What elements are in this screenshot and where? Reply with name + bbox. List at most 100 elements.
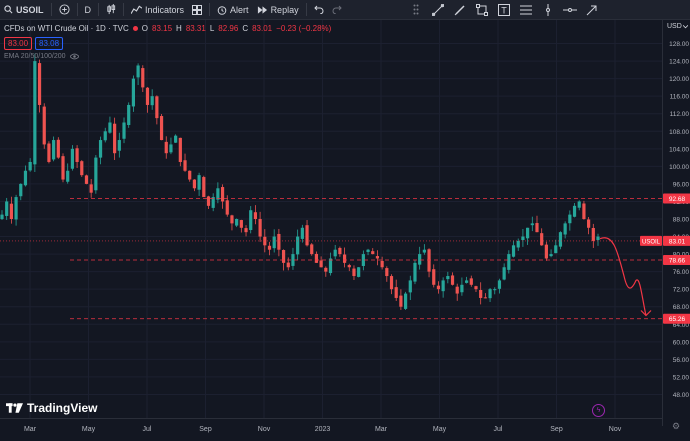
- buy-button[interactable]: 83.08: [35, 37, 64, 50]
- candle-body: [394, 287, 398, 298]
- vertical-line-icon: [546, 3, 550, 16]
- price-tick-label: 100.00: [669, 164, 689, 171]
- candle-body: [446, 276, 450, 280]
- chart-type-button[interactable]: [102, 0, 120, 19]
- candle-body: [220, 187, 225, 202]
- alert-label: Alert: [230, 4, 249, 15]
- redo-button[interactable]: [328, 0, 346, 19]
- candle-body: [375, 256, 380, 259]
- candle-body: [413, 262, 417, 282]
- alert-button[interactable]: Alert: [213, 0, 253, 19]
- time-tick-label: Jul: [494, 426, 503, 433]
- eye-icon[interactable]: [69, 53, 79, 60]
- price-tick-label: 60.00: [673, 339, 690, 346]
- candle-body: [535, 223, 539, 233]
- interval-button[interactable]: D: [81, 0, 96, 19]
- candle-body: [117, 140, 121, 151]
- candle-body: [70, 148, 74, 169]
- price-axis[interactable]: 128.00 124.00 120.00 116.00 112.00 108.00 104.…: [662, 20, 690, 426]
- candle-body: [169, 144, 173, 153]
- close-key: C: [242, 24, 249, 33]
- candle-body: [230, 215, 234, 224]
- candle-body: [380, 260, 384, 268]
- candle-body: [483, 297, 487, 299]
- text-tool[interactable]: T: [493, 0, 515, 19]
- drag-handle[interactable]: [405, 0, 427, 19]
- currency-selector[interactable]: USD: [667, 23, 688, 30]
- undo-button[interactable]: [310, 0, 328, 19]
- candle-body: [408, 280, 412, 293]
- price-chart[interactable]: USOIL: [0, 20, 662, 418]
- candle-body: [42, 106, 46, 145]
- time-tick-label: Sep: [199, 426, 212, 433]
- top-toolbar: USOIL D Indicators Alert Replay T: [0, 0, 690, 20]
- projection-arrowhead: [640, 310, 652, 317]
- candle-body: [174, 135, 178, 143]
- price-tick-label: 120.00: [669, 76, 689, 83]
- time-tick-label: May: [433, 426, 447, 433]
- candle-body: [89, 184, 93, 193]
- candle-body: [314, 253, 319, 263]
- candle-body: [183, 160, 187, 171]
- trend-line-tool[interactable]: [427, 0, 449, 19]
- ema-indicator-legend[interactable]: EMA 20/50/100/200: [4, 53, 79, 60]
- candle-body: [511, 245, 516, 257]
- price-tick-label: 48.00: [673, 392, 690, 399]
- price-tick-label: 72.00: [673, 287, 690, 294]
- price-tick-label: 68.00: [673, 304, 690, 311]
- tradingview-logo: TradingView: [6, 401, 97, 415]
- level-price-tag: 78.66: [663, 254, 690, 265]
- candle-body: [23, 170, 28, 186]
- candle-body: [272, 236, 276, 249]
- close-value: 83.01: [252, 24, 273, 33]
- candle-body: [75, 148, 79, 162]
- candle-body: [432, 269, 436, 285]
- chart-legend: CFDs on WTI Crude Oil · 1D · TVC O 83.15 …: [4, 24, 331, 33]
- candle-body: [587, 219, 591, 228]
- brush-tool[interactable]: [449, 0, 471, 19]
- candle-body: [371, 251, 375, 255]
- candle-body: [159, 116, 164, 141]
- horizontal-ray-tool[interactable]: [559, 0, 581, 19]
- candle-body: [530, 223, 534, 226]
- alarm-clock-icon: [217, 5, 227, 15]
- candle-body: [61, 156, 65, 180]
- candle-body: [37, 63, 42, 105]
- indicators-button[interactable]: Indicators: [127, 0, 188, 19]
- low-value: 82.96: [218, 24, 239, 33]
- replay-button[interactable]: Replay: [253, 0, 303, 19]
- symbol-search[interactable]: USOIL: [0, 0, 48, 19]
- level-price-tag: 65.26: [663, 313, 690, 324]
- candle-body: [563, 223, 567, 235]
- candle-body: [178, 137, 182, 162]
- layout-button[interactable]: [188, 0, 206, 19]
- candles-icon: [107, 4, 116, 15]
- candle-body: [385, 268, 389, 277]
- candle-body: [192, 179, 197, 189]
- pencil-icon: [454, 4, 465, 15]
- indicators-icon: [131, 5, 143, 14]
- vertical-line-tool[interactable]: [537, 0, 559, 19]
- candle-body: [253, 212, 258, 219]
- candle-body: [328, 258, 333, 274]
- chart-pane[interactable]: USOIL: [0, 20, 662, 426]
- compare-button[interactable]: [55, 0, 74, 19]
- search-icon: [4, 5, 13, 14]
- candle-body: [324, 267, 328, 272]
- settings-button[interactable]: ⚙: [672, 421, 680, 432]
- time-axis[interactable]: Mar May Jul Sep Nov 2023 Mar May Jul Sep Nov: [0, 418, 662, 438]
- sell-button[interactable]: 83.00: [4, 37, 33, 50]
- arrow-tool[interactable]: [581, 0, 603, 19]
- candle-body: [558, 232, 563, 247]
- redo-icon: [332, 5, 342, 14]
- candle-body: [572, 205, 577, 217]
- time-tick-label: May: [82, 426, 96, 433]
- lightning-button[interactable]: ϟ: [592, 404, 605, 417]
- candle-body: [549, 254, 553, 257]
- candle-body: [145, 87, 150, 105]
- candle-body: [347, 265, 351, 268]
- candle-body: [502, 267, 506, 280]
- low-key: L: [209, 24, 215, 33]
- rectangle-tool[interactable]: [471, 0, 493, 19]
- horizontal-lines-tool[interactable]: [515, 0, 537, 19]
